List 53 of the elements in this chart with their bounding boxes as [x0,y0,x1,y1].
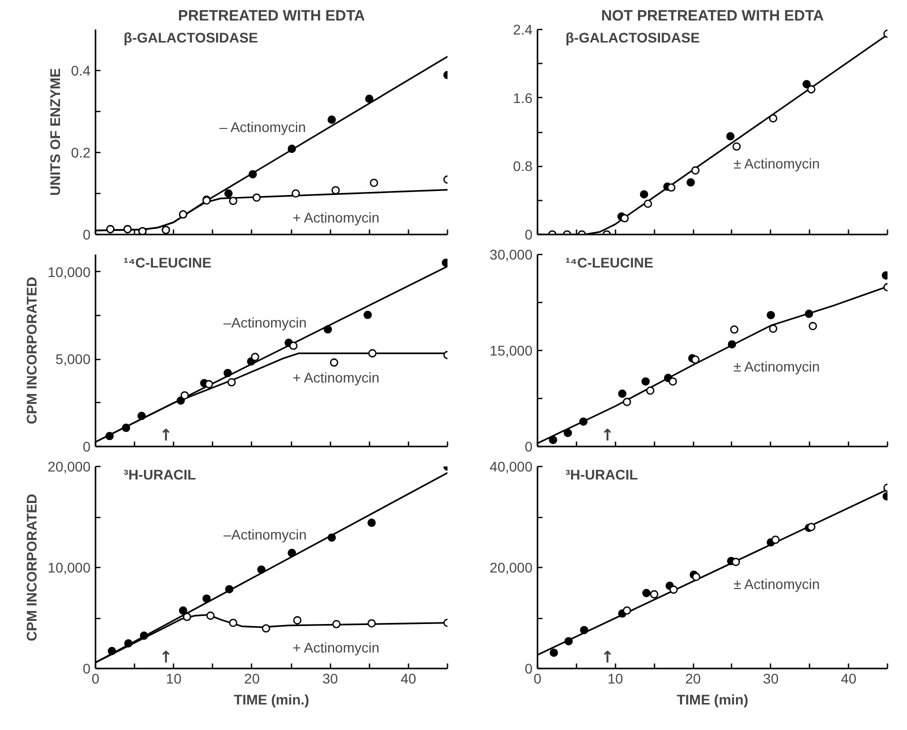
y-tick-label: 10,000 [48,264,91,280]
series-label: ± Actinomycin [734,576,820,592]
series-label: + Actinomycin [292,369,380,386]
series-label: – Actinomycin [220,118,306,135]
x-tick-label: 20 [244,670,260,686]
y-tick-label: 20,000 [490,560,533,576]
chart-subtitle: ¹⁴C-LEUCINE [566,254,654,270]
x-tick-label: 10 [607,670,624,686]
annotation: ↑ [600,648,614,666]
y-tick-label: 0 [82,660,91,676]
series-label: –Actinomycin [223,314,307,331]
chart-subtitle: ³H-URACIL [566,466,638,482]
x-tick-label: 40 [400,670,416,686]
x-tick-label: 30 [322,670,338,686]
series-label: ± Actinomycin [734,358,820,374]
y-tick-label: 0 [524,438,533,454]
annotation: ↑ [600,426,614,444]
y-tick-label: 30,000 [490,246,533,262]
chart-subtitle: β-GALACTOSIDASE [566,30,700,46]
series-label: + Actinomycin [292,639,380,656]
y-tick-label: 0.8 [513,158,533,174]
chart-subtitle: ¹⁴C-LEUCINE [124,254,212,270]
y-tick-label: 0 [524,226,533,242]
y-tick-label: 1.6 [513,90,533,106]
chart-title: PRETREATED WITH EDTA [178,8,366,24]
chart-title: NOT PRETREATED WITH EDTA [601,8,824,24]
y-tick-label: 0.4 [71,62,91,78]
y-tick-label: 15,000 [490,342,533,358]
x-axis-title: TIME (min) [676,692,748,708]
x-axis-title: TIME (min.) [234,692,310,708]
annotation: ↑ [159,426,173,444]
chart-subtitle: ³H-URACIL [124,466,196,482]
chart-subtitle: β-GALACTOSIDASE [124,30,258,46]
x-tick-label: 30 [763,670,779,686]
y-tick-label: 40,000 [490,458,533,474]
series-label: + Actinomycin [292,210,380,226]
y-tick-label: 0 [82,226,91,242]
x-tick-label: 40 [840,670,857,686]
series-label: ± Actinomycin [734,156,820,172]
x-tick-label: 10 [166,670,182,686]
y-axis-title: CPM INCORPORATED [24,276,40,424]
y-tick-label: 0 [524,660,533,676]
y-tick-label: 20,000 [48,458,91,474]
y-tick-label: 0.2 [71,144,91,160]
y-tick-label: 0 [82,438,91,454]
y-tick-label: 5,000 [55,351,91,368]
y-tick-label: 10,000 [48,560,91,576]
y-axis-title: CPM INCORPORATED [24,494,40,642]
series-label: –Actinomycin [223,526,307,543]
y-axis-title: UNITS OF ENZYME [47,68,64,196]
x-tick-label: 20 [685,670,702,686]
annotation: ↑ [159,648,173,666]
y-tick-label: 2.4 [513,22,533,38]
